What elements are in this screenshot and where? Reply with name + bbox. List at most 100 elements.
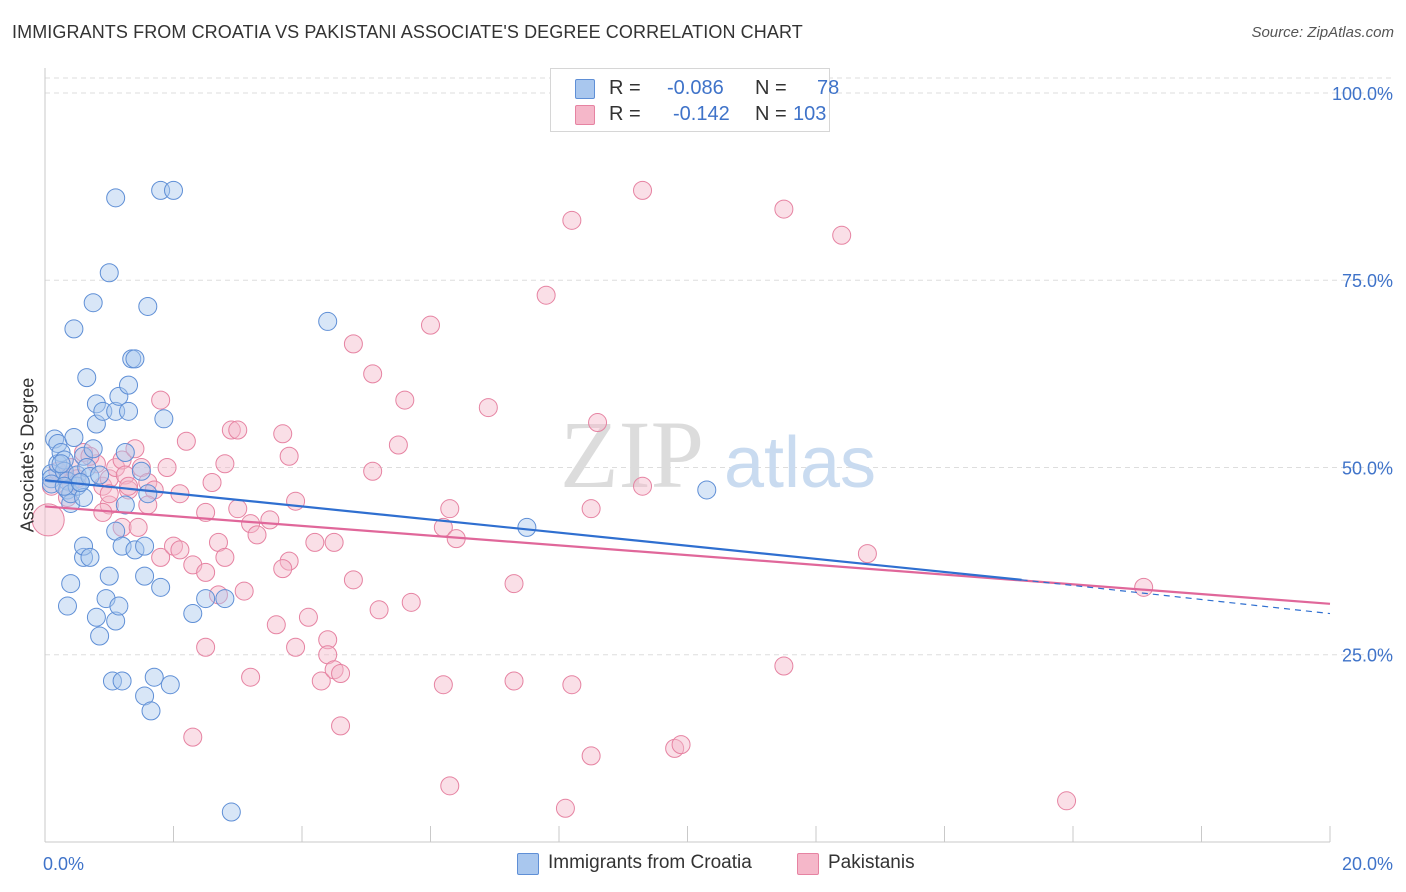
pakistanis-point bbox=[208, 585, 228, 605]
croatia-trend-line bbox=[44, 479, 1022, 581]
pakistanis-point bbox=[93, 502, 113, 522]
croatia-points bbox=[41, 180, 717, 822]
croatia-point bbox=[74, 536, 94, 556]
croatia-point bbox=[80, 547, 100, 567]
pakistanis-point bbox=[832, 225, 852, 245]
pakistanis-point bbox=[196, 502, 216, 522]
legend-r-value: -0.086 bbox=[667, 77, 724, 99]
pakistanis-point bbox=[363, 364, 383, 384]
croatia-point bbox=[138, 484, 158, 504]
croatia-point bbox=[54, 476, 74, 496]
pakistanis-point bbox=[128, 517, 148, 537]
pakistanis-point bbox=[536, 285, 556, 305]
pakistanis-point bbox=[151, 390, 171, 410]
pakistanis-point bbox=[395, 390, 415, 410]
pakistanis-point bbox=[115, 465, 135, 485]
pakistanis-point bbox=[228, 420, 248, 440]
tick-labels: 25.0% 50.0% 75.0% 100.0% 0.0% 20.0% bbox=[43, 84, 1393, 874]
pakistanis-point bbox=[106, 457, 126, 477]
pakistanis-point bbox=[1134, 577, 1154, 597]
pakistanis-swatch bbox=[797, 853, 819, 875]
croatia-point bbox=[61, 574, 81, 594]
croatia-point bbox=[106, 611, 126, 631]
legend-n-value: 103 bbox=[793, 103, 827, 125]
pakistanis-point bbox=[343, 334, 363, 354]
x-tick-label: 20.0% bbox=[1342, 854, 1393, 874]
pakistanis-point bbox=[183, 727, 203, 747]
pakistanis-point bbox=[363, 461, 383, 481]
croatia-point bbox=[164, 180, 183, 200]
pakistanis-point bbox=[555, 798, 575, 818]
pakistanis-point bbox=[215, 454, 235, 474]
croatia-point bbox=[77, 368, 97, 388]
legend-r-label: R = bbox=[609, 103, 641, 125]
pakistanis-point bbox=[440, 776, 460, 796]
pakistanis-point bbox=[215, 547, 235, 567]
croatia-point bbox=[106, 188, 126, 208]
croatia-point bbox=[74, 487, 94, 507]
croatia-point bbox=[102, 671, 122, 691]
pakistanis-point bbox=[504, 574, 524, 594]
croatia-point bbox=[86, 394, 106, 414]
pakistanis-point bbox=[157, 457, 177, 477]
croatia-point bbox=[125, 540, 145, 560]
pakistanis-point bbox=[401, 592, 421, 612]
pakistanis-point bbox=[279, 551, 299, 571]
pakistanis-point bbox=[562, 675, 582, 695]
pakistanis-point bbox=[112, 517, 132, 537]
pakistanis-point bbox=[273, 559, 293, 579]
croatia-point bbox=[215, 589, 235, 609]
pakistanis-points bbox=[31, 180, 1154, 818]
pakistanis-point bbox=[671, 735, 691, 755]
croatia-point bbox=[86, 607, 106, 627]
pakistanis-point bbox=[279, 446, 299, 466]
croatia-point bbox=[196, 589, 216, 609]
croatia-point bbox=[64, 428, 84, 448]
croatia-point bbox=[151, 577, 171, 597]
pakistanis-point bbox=[665, 738, 685, 758]
pakistanis-point bbox=[266, 615, 286, 635]
croatia-point bbox=[135, 566, 155, 586]
pakistanis-point bbox=[478, 398, 498, 418]
croatia-point bbox=[57, 596, 77, 616]
pakistanis-point bbox=[260, 510, 280, 530]
y-tick-label: 100.0% bbox=[1332, 84, 1393, 104]
pakistanis-point bbox=[774, 656, 794, 676]
pakistanis-point bbox=[581, 746, 601, 766]
croatia-point bbox=[183, 604, 203, 624]
pakistanis-point bbox=[151, 547, 171, 567]
croatia-point bbox=[112, 536, 132, 556]
croatia-point bbox=[99, 566, 119, 586]
pakistanis-point bbox=[324, 660, 344, 680]
pakistanis-point bbox=[504, 671, 524, 691]
pakistanis-point bbox=[298, 607, 318, 627]
croatia-point bbox=[74, 446, 94, 466]
pakistanis-point bbox=[440, 499, 460, 519]
croatia-point bbox=[125, 349, 145, 369]
croatia-point bbox=[144, 667, 164, 687]
croatia-point bbox=[115, 495, 135, 515]
source-credit: Source: ZipAtlas.com bbox=[1251, 24, 1394, 41]
pakistanis-point bbox=[857, 544, 877, 564]
watermark-zip: ZIP bbox=[560, 401, 704, 508]
legend-r-value: -0.142 bbox=[673, 103, 730, 125]
pakistanis-point bbox=[247, 525, 267, 545]
croatia-point bbox=[90, 626, 110, 646]
axes bbox=[44, 68, 1331, 843]
trend-lines bbox=[44, 479, 1331, 615]
croatia-point bbox=[99, 263, 119, 283]
pakistanis-point bbox=[234, 581, 254, 601]
pakistanis-point bbox=[343, 570, 363, 590]
y-tick-label: 75.0% bbox=[1342, 271, 1393, 291]
croatia-point bbox=[141, 701, 161, 721]
pakistanis-point bbox=[305, 532, 325, 552]
legend-n-label: N = bbox=[755, 77, 787, 99]
pakistanis-swatch bbox=[575, 105, 595, 125]
pakistanis-point bbox=[99, 484, 119, 504]
pakistanis-point bbox=[331, 663, 351, 683]
pakistanis-point bbox=[241, 667, 261, 687]
croatia-point bbox=[64, 319, 84, 339]
legend-n-label: N = bbox=[755, 103, 787, 125]
legend-n-value: 78 bbox=[817, 77, 840, 99]
